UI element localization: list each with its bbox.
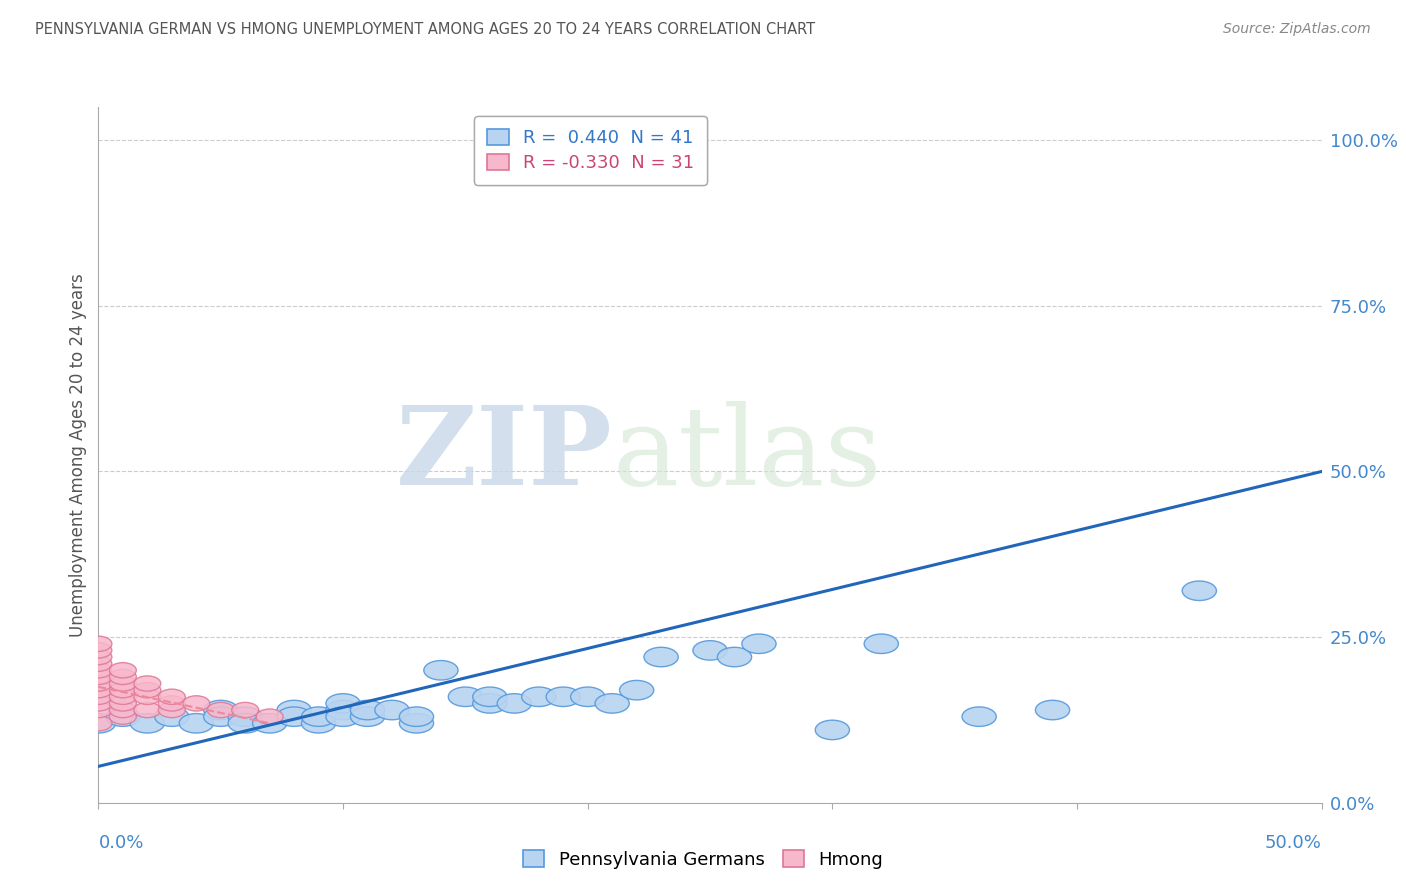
Text: 0.0%: 0.0% xyxy=(98,834,143,852)
Text: Source: ZipAtlas.com: Source: ZipAtlas.com xyxy=(1223,22,1371,37)
Text: atlas: atlas xyxy=(612,401,882,508)
Legend: Pennsylvania Germans, Hmong: Pennsylvania Germans, Hmong xyxy=(516,843,890,876)
Y-axis label: Unemployment Among Ages 20 to 24 years: Unemployment Among Ages 20 to 24 years xyxy=(69,273,87,637)
Text: ZIP: ZIP xyxy=(395,401,612,508)
Legend: R =  0.440  N = 41, R = -0.330  N = 31: R = 0.440 N = 41, R = -0.330 N = 31 xyxy=(474,116,707,186)
Text: PENNSYLVANIA GERMAN VS HMONG UNEMPLOYMENT AMONG AGES 20 TO 24 YEARS CORRELATION : PENNSYLVANIA GERMAN VS HMONG UNEMPLOYMEN… xyxy=(35,22,815,37)
Text: 50.0%: 50.0% xyxy=(1265,834,1322,852)
